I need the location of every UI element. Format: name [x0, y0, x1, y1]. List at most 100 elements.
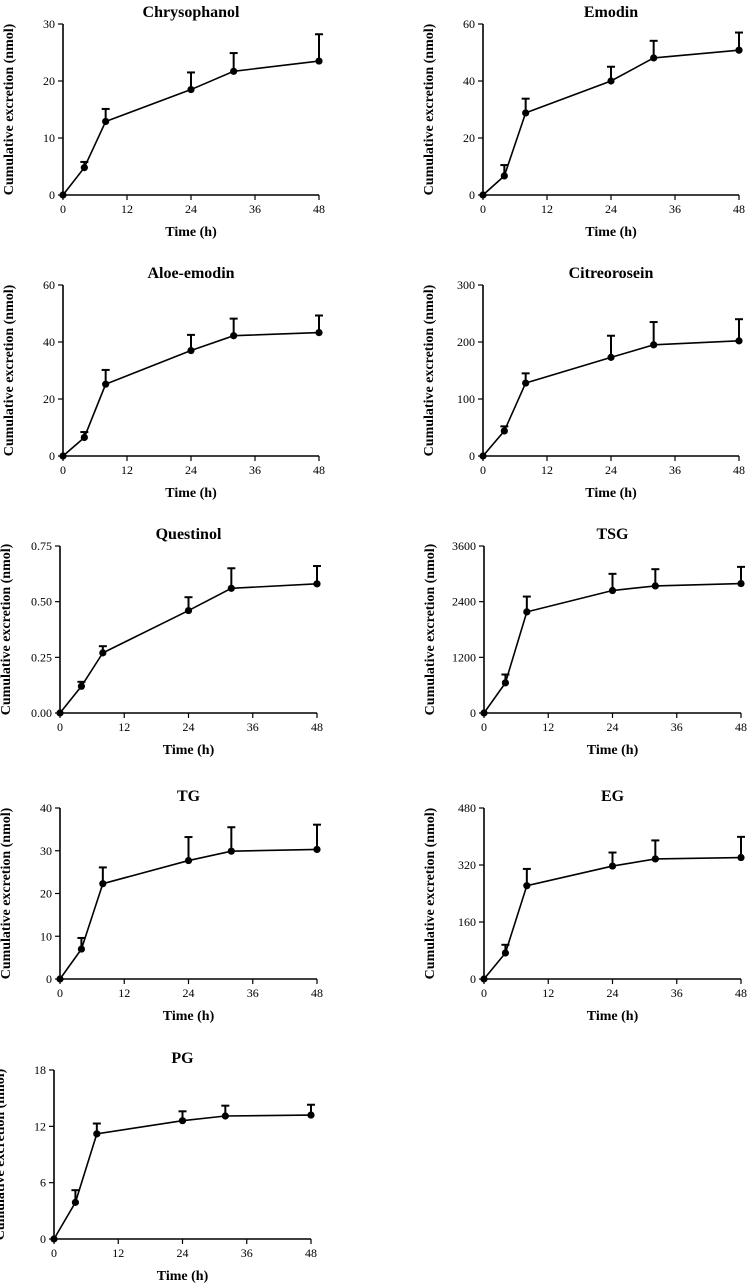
x-tick-label: 48	[735, 986, 747, 1000]
data-point	[651, 582, 659, 590]
x-tick-label: 48	[305, 1246, 317, 1260]
series-line	[53, 1114, 312, 1240]
data-point	[479, 191, 487, 199]
x-tick-label: 36	[669, 463, 681, 477]
data-point	[99, 649, 107, 657]
y-tick-label: 20	[463, 131, 475, 145]
data-point	[480, 975, 488, 983]
x-tick-label: 0	[51, 1246, 57, 1260]
data-point	[607, 77, 615, 85]
y-tick-label: 40	[40, 801, 52, 815]
data-point	[608, 586, 617, 595]
x-tick-label: 48	[313, 463, 325, 477]
x-axis-label: Time (h)	[585, 225, 637, 240]
y-tick-label: 160	[458, 915, 476, 929]
data-point	[99, 880, 107, 888]
x-tick-label: 48	[733, 202, 745, 216]
data-point	[230, 67, 238, 75]
data-point	[227, 847, 235, 855]
x-tick-label: 36	[247, 986, 259, 1000]
data-point	[187, 85, 195, 94]
data-point	[93, 1130, 101, 1138]
y-tick-label: 300	[457, 278, 475, 292]
panel-title: Citreorosein	[569, 265, 654, 282]
y-tick-label: 10	[40, 929, 52, 943]
y-tick-label: 20	[40, 887, 52, 901]
y-tick-label: 40	[463, 74, 475, 88]
panel-title: Questinol	[156, 526, 222, 543]
y-axis-label: Cumulative excretion (nmol)	[423, 807, 438, 979]
y-tick-label: 20	[43, 392, 55, 406]
panel-title: Chrysophanol	[143, 4, 240, 21]
data-point	[59, 191, 67, 199]
x-tick-label: 24	[605, 463, 617, 477]
x-axis-label: Time (h)	[165, 225, 217, 240]
x-tick-label: 0	[480, 463, 486, 477]
x-tick-label: 24	[607, 986, 619, 1000]
y-tick-label: 60	[43, 278, 55, 292]
data-point	[221, 1112, 229, 1120]
y-tick-label: 10	[43, 131, 55, 145]
y-tick-label: 6	[40, 1176, 46, 1190]
data-point	[307, 1111, 315, 1119]
y-axis-label: Cumulative excretion (nmol)	[422, 284, 437, 456]
series-line	[483, 582, 742, 714]
x-axis-label: Time (h)	[587, 1009, 639, 1024]
x-axis-label: Time (h)	[587, 743, 639, 758]
data-point	[178, 1117, 187, 1125]
x-tick-label: 24	[607, 720, 619, 734]
data-point	[500, 172, 508, 180]
y-tick-label: 0	[470, 972, 476, 986]
series-line	[62, 331, 320, 457]
data-point	[80, 164, 88, 172]
y-tick-label: 0	[470, 706, 476, 720]
y-tick-label: 0	[469, 188, 475, 202]
series-line	[482, 340, 740, 457]
data-point	[77, 945, 86, 953]
data-point	[315, 328, 323, 337]
x-tick-label: 12	[112, 1246, 124, 1260]
x-tick-label: 48	[311, 986, 323, 1000]
y-axis-label: Cumulative excretion (nmol)	[423, 543, 438, 715]
x-tick-label: 24	[185, 463, 197, 477]
x-axis-label: Time (h)	[585, 486, 637, 501]
y-tick-label: 3600	[452, 539, 476, 553]
data-point	[71, 1198, 80, 1206]
x-tick-label: 36	[241, 1246, 253, 1260]
x-tick-label: 0	[481, 986, 487, 1000]
x-tick-label: 36	[671, 986, 683, 1000]
data-point	[651, 855, 659, 863]
y-tick-label: 30	[40, 844, 52, 858]
x-tick-label: 0	[481, 720, 487, 734]
x-tick-label: 0	[57, 720, 63, 734]
x-tick-label: 0	[60, 202, 66, 216]
x-tick-label: 0	[480, 202, 486, 216]
x-axis-label: Time (h)	[163, 1009, 215, 1024]
x-tick-label: 12	[121, 202, 133, 216]
data-point	[607, 353, 615, 361]
x-tick-label: 48	[735, 720, 747, 734]
data-point	[479, 452, 487, 460]
x-tick-label: 24	[183, 986, 195, 1000]
data-point	[230, 332, 238, 340]
data-point	[501, 679, 510, 687]
data-point	[522, 109, 530, 117]
panel-title: TG	[177, 788, 201, 805]
x-tick-label: 48	[313, 202, 325, 216]
x-tick-label: 12	[541, 463, 553, 477]
y-tick-label: 0	[40, 1232, 46, 1246]
x-axis-label: Time (h)	[163, 743, 215, 758]
y-tick-label: 0.25	[31, 650, 52, 664]
y-tick-label: 1200	[452, 650, 476, 664]
data-point	[737, 579, 745, 588]
x-tick-label: 48	[733, 463, 745, 477]
x-tick-label: 12	[118, 986, 130, 1000]
data-point	[50, 1235, 58, 1243]
x-tick-label: 12	[542, 720, 554, 734]
data-point	[501, 949, 510, 957]
y-tick-label: 0.00	[31, 706, 52, 720]
y-axis-label: Cumulative excretion (nmol)	[422, 23, 437, 195]
data-point	[523, 882, 531, 890]
panel-tsg: 0 12 24 36 48 0 1200 2400 3600 TSG Time (h) Cumulat…	[423, 526, 747, 758]
